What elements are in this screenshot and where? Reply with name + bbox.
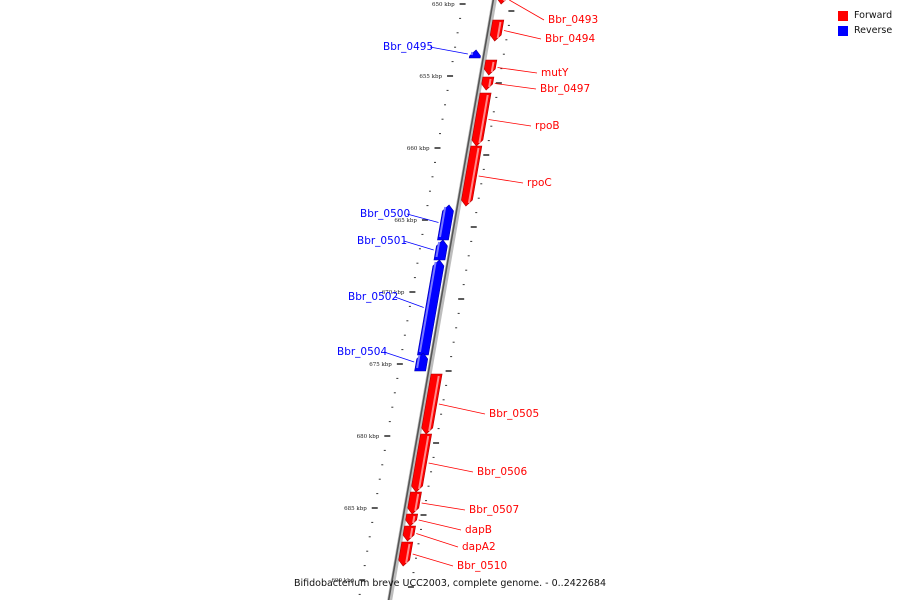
scale-tick-label: 685 kbp bbox=[344, 506, 367, 512]
gene-Bbr_0495 bbox=[468, 49, 481, 59]
gene-Bbr_0505 bbox=[421, 373, 443, 435]
gene-leader-line bbox=[403, 240, 434, 251]
scale-tick-label: 690 kbp bbox=[332, 578, 355, 584]
gene-leader-line bbox=[421, 502, 466, 511]
gene-label: Bbr_0495 bbox=[383, 41, 433, 53]
gene-features bbox=[398, 0, 506, 567]
gene-leader-line bbox=[438, 403, 486, 415]
gene-label: dapB bbox=[465, 524, 492, 536]
gene-label: Bbr_0505 bbox=[489, 408, 539, 420]
gene-leader-line bbox=[503, 30, 542, 40]
gene-leader-line bbox=[429, 46, 468, 55]
gene-leader-line bbox=[497, 67, 538, 74]
gene-Bbr_0507 bbox=[407, 491, 422, 515]
gene-highlight bbox=[467, 147, 480, 204]
gene-rpoC bbox=[461, 145, 483, 207]
scale-tick-label: 680 kbp bbox=[357, 434, 380, 440]
gene-Bbr_0497 bbox=[481, 76, 495, 91]
gene-highlight bbox=[416, 354, 421, 369]
gene-label: Bbr_0504 bbox=[337, 346, 387, 358]
gene-highlight bbox=[470, 51, 474, 56]
gene-highlight bbox=[412, 515, 416, 524]
gene-label: Bbr_0510 bbox=[457, 560, 507, 572]
forward-swatch bbox=[838, 10, 848, 21]
gene-label: Bbr_0494 bbox=[545, 33, 595, 45]
legend-reverse: Reverse bbox=[838, 23, 892, 38]
gene-leader-line bbox=[509, 0, 545, 21]
gene-dapB bbox=[405, 513, 419, 527]
legend-reverse-label: Reverse bbox=[854, 25, 893, 36]
gene-highlight bbox=[418, 261, 437, 353]
gene-Bbr_0501 bbox=[433, 239, 448, 261]
gene-Bbr_0506 bbox=[411, 433, 432, 493]
gene-leader-line bbox=[478, 175, 524, 184]
scale-tick-label: 675 kbp bbox=[369, 362, 392, 368]
scale-ticks: 650 kbp 655 kbp 660 kbp 665 kbp 670 kbp 675 k… bbox=[332, 2, 515, 595]
genome-axis bbox=[387, 0, 497, 600]
scale-tick-label: 650 kbp bbox=[432, 2, 455, 8]
gene-highlight bbox=[428, 375, 440, 432]
scale-tick-label: 670 kbp bbox=[382, 290, 405, 296]
gene-arrow bbox=[414, 352, 429, 372]
gene-dapA2 bbox=[402, 525, 416, 542]
gene-Bbr_0494 bbox=[489, 19, 505, 42]
gene-label: Bbr_0507 bbox=[469, 504, 519, 516]
gene-label: Bbr_0506 bbox=[477, 466, 527, 478]
gene-arrow bbox=[468, 49, 481, 59]
scale-tick-label: 660 kbp bbox=[407, 146, 430, 152]
gene-arrow bbox=[433, 239, 448, 261]
gene-highlight bbox=[503, 0, 506, 2]
gene-leader-line bbox=[406, 213, 439, 223]
gene-label: Bbr_0497 bbox=[540, 83, 590, 95]
gene-label: Bbr_0493 bbox=[548, 14, 598, 26]
legend-forward-label: Forward bbox=[854, 10, 893, 21]
gene-label: rpoB bbox=[535, 120, 560, 132]
gene-highlight bbox=[418, 435, 430, 490]
reverse-swatch bbox=[838, 25, 848, 36]
scale-tick-label: 665 kbp bbox=[394, 218, 417, 224]
gene-leader-line bbox=[416, 533, 459, 548]
gene-leader-line bbox=[428, 462, 474, 473]
gene-highlight bbox=[435, 241, 441, 258]
gene-highlight bbox=[438, 206, 447, 238]
gene-leader-line bbox=[383, 351, 415, 363]
legend-forward: Forward bbox=[838, 8, 892, 23]
gene-Bbr_0493 bbox=[497, 0, 506, 5]
gene-label: dapA2 bbox=[462, 541, 496, 553]
gene-highlight bbox=[488, 78, 492, 88]
gene-leader-line bbox=[412, 553, 454, 567]
gene-arrow bbox=[483, 59, 498, 76]
gene-highlight bbox=[414, 493, 420, 512]
gene-leader-line bbox=[394, 296, 424, 308]
gene-arrow bbox=[481, 76, 495, 91]
gene-highlight bbox=[496, 21, 502, 39]
gene-highlight bbox=[409, 527, 414, 539]
gene-arrow bbox=[497, 0, 506, 5]
gene-labels: Bbr_0493 Bbr_0494 Bbr_0495 mutY Bbr_0497 rpoB… bbox=[337, 0, 598, 572]
gene-Bbr_0510 bbox=[398, 541, 414, 567]
gene-arrow bbox=[405, 513, 419, 527]
gene-label: Bbr_0502 bbox=[348, 291, 398, 303]
legend: Forward Reverse bbox=[838, 8, 892, 38]
gene-leader-line bbox=[488, 119, 532, 127]
gene-leader-line bbox=[494, 83, 537, 90]
genome-caption: Bifidobacterium breve UCC2003, complete … bbox=[293, 578, 607, 589]
gene-rpoB bbox=[471, 92, 492, 147]
gene-Bbr_0504 bbox=[414, 352, 429, 372]
gene-leader-line bbox=[418, 519, 462, 531]
gene-highlight bbox=[478, 94, 489, 144]
gene-mutY bbox=[483, 59, 498, 76]
gene-highlight bbox=[405, 543, 411, 564]
gene-label: rpoC bbox=[527, 177, 552, 189]
gene-label: Bbr_0500 bbox=[360, 208, 410, 220]
gene-Bbr_0502 bbox=[417, 259, 445, 356]
gene-highlight bbox=[490, 61, 495, 73]
gene-label: mutY bbox=[541, 67, 569, 79]
gene-label: Bbr_0501 bbox=[357, 235, 407, 247]
scale-tick-label: 655 kbp bbox=[419, 74, 442, 80]
gene-arrow bbox=[402, 525, 416, 542]
gene-Bbr_0500 bbox=[437, 204, 454, 241]
